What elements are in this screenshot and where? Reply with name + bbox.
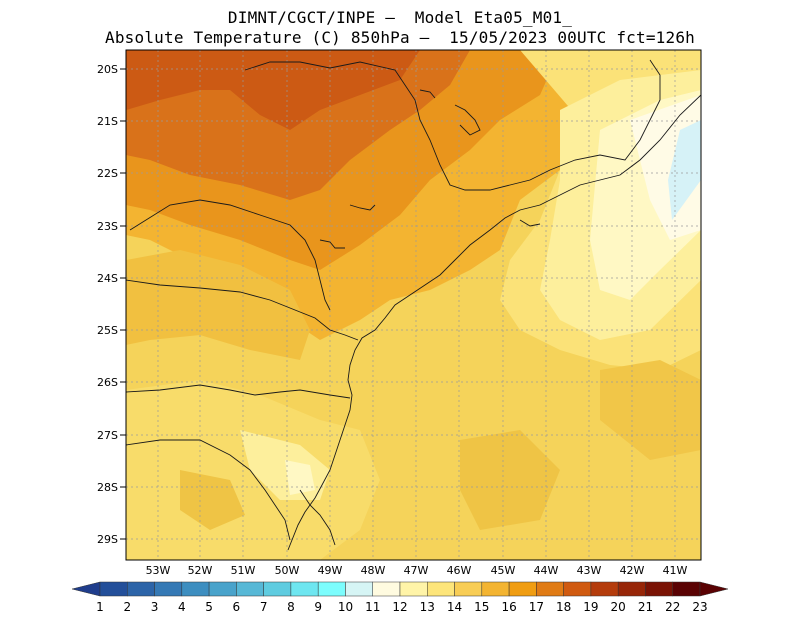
colorbar-tick-label: 13 bbox=[420, 600, 435, 614]
state-border-rs bbox=[126, 439, 291, 541]
lat-label-26s: 26S bbox=[97, 376, 118, 389]
lagoon-outline bbox=[299, 489, 336, 546]
temperature-field bbox=[126, 50, 701, 560]
colorbar-min-arrow bbox=[71, 581, 101, 597]
colorbar-swatch bbox=[317, 581, 346, 597]
colorbar-swatch bbox=[263, 581, 292, 597]
colorbar-tick-label: 5 bbox=[205, 600, 213, 614]
lon-label-47w: 47W bbox=[404, 564, 429, 577]
colorbar-swatch bbox=[208, 581, 237, 597]
state-border-mg bbox=[244, 59, 661, 191]
colorbar-swatch bbox=[590, 581, 619, 597]
colorbar-swatch bbox=[563, 581, 592, 597]
colorbar-swatch bbox=[508, 581, 537, 597]
colorbar-swatch bbox=[290, 581, 319, 597]
colorbar-swatch bbox=[617, 581, 646, 597]
lat-label-21s: 21S bbox=[97, 115, 118, 128]
lat-label-27s: 27S bbox=[97, 429, 118, 442]
lon-label-45w: 45W bbox=[491, 564, 516, 577]
colorbar-tick-label: 3 bbox=[151, 600, 159, 614]
lon-label-49w: 49W bbox=[318, 564, 343, 577]
colorbar-swatch bbox=[154, 581, 183, 597]
colorbar-max-arrow bbox=[699, 581, 729, 597]
colorbar-tick-label: 9 bbox=[314, 600, 322, 614]
colorbar-tick-label: 11 bbox=[365, 600, 380, 614]
colorbar-swatch bbox=[236, 581, 264, 597]
lon-label-53w: 53W bbox=[146, 564, 171, 577]
lon-label-44w: 44W bbox=[534, 564, 559, 577]
chart-title-line-1: DIMNT/CGCT/INPE — Model Eta05_M01_ bbox=[227, 8, 573, 27]
colorbar-tick-label: 7 bbox=[260, 600, 268, 614]
colorbar-tick-label: 16 bbox=[501, 600, 516, 614]
chart-title-line-2: Absolute Temperature (C) 850hPa — 15/05/… bbox=[105, 28, 695, 47]
state-border-sp bbox=[129, 199, 331, 311]
colorbar-swatch bbox=[181, 581, 210, 597]
lat-label-25s: 25S bbox=[97, 324, 118, 337]
colorbar-tick-label: 15 bbox=[474, 600, 489, 614]
lat-label-24s: 24S bbox=[97, 272, 118, 285]
colorbar-swatch bbox=[672, 581, 701, 597]
colorbar-swatch bbox=[99, 581, 128, 597]
lon-label-48w: 48W bbox=[361, 564, 386, 577]
lat-label-22s: 22S bbox=[97, 167, 118, 180]
reservoir-outline bbox=[319, 89, 541, 249]
colorbar-tick-label: 4 bbox=[178, 600, 186, 614]
colorbar-tick-label: 21 bbox=[638, 600, 653, 614]
colorbar-swatch bbox=[481, 581, 510, 597]
state-border-sc bbox=[126, 384, 351, 399]
colorbar-tick-label: 6 bbox=[233, 600, 241, 614]
colorbar-swatch bbox=[454, 581, 483, 597]
colorbar-swatch bbox=[427, 581, 455, 597]
coastline-and-borders bbox=[126, 59, 701, 551]
colorbar-swatch bbox=[536, 581, 564, 597]
colorbar-swatch bbox=[372, 581, 401, 597]
lon-label-46w: 46W bbox=[447, 564, 472, 577]
colorbar: 1 2 3 4 5 6 7 8 9 10 11 12 13 14 15 16 17 18 19 20 21 22 23 bbox=[71, 581, 729, 614]
colorbar-swatch bbox=[345, 581, 373, 597]
colorbar-tick-label: 23 bbox=[692, 600, 707, 614]
colorbar-swatch bbox=[399, 581, 428, 597]
state-border-pr bbox=[126, 279, 359, 341]
colorbar-tick-label: 12 bbox=[392, 600, 407, 614]
lat-label-29s: 29S bbox=[97, 533, 118, 546]
lon-label-41w: 41W bbox=[663, 564, 688, 577]
colorbar-tick-label: 22 bbox=[665, 600, 680, 614]
colorbar-tick-label: 17 bbox=[529, 600, 544, 614]
lon-label-50w: 50W bbox=[275, 564, 300, 577]
colorbar-tick-label: 18 bbox=[556, 600, 571, 614]
colorbar-tick-label: 14 bbox=[447, 600, 462, 614]
lat-label-20s: 20S bbox=[97, 63, 118, 76]
longitude-axis: 53W 52W 51W 50W 49W 48W 47W 46W 45W 44W … bbox=[146, 564, 688, 577]
colorbar-swatch bbox=[645, 581, 673, 597]
lat-label-23s: 23S bbox=[97, 220, 118, 233]
colorbar-tick-label: 2 bbox=[123, 600, 131, 614]
lon-label-43w: 43W bbox=[577, 564, 602, 577]
lon-label-42w: 42W bbox=[620, 564, 645, 577]
latitude-axis: 20S 21S 22S 23S 24S 25S 26S 27S 28S 29S bbox=[97, 63, 126, 546]
map-frame bbox=[125, 49, 702, 561]
graticule bbox=[126, 50, 701, 560]
colorbar-tick-label: 10 bbox=[338, 600, 353, 614]
colorbar-tick-label: 20 bbox=[611, 600, 626, 614]
colorbar-tick-label: 1 bbox=[96, 600, 104, 614]
lat-label-28s: 28S bbox=[97, 481, 118, 494]
colorbar-swatch bbox=[127, 581, 155, 597]
lon-label-52w: 52W bbox=[188, 564, 213, 577]
colorbar-tick-label: 19 bbox=[583, 600, 598, 614]
colorbar-tick-label: 8 bbox=[287, 600, 295, 614]
coastline bbox=[287, 94, 701, 551]
lon-label-51w: 51W bbox=[231, 564, 256, 577]
